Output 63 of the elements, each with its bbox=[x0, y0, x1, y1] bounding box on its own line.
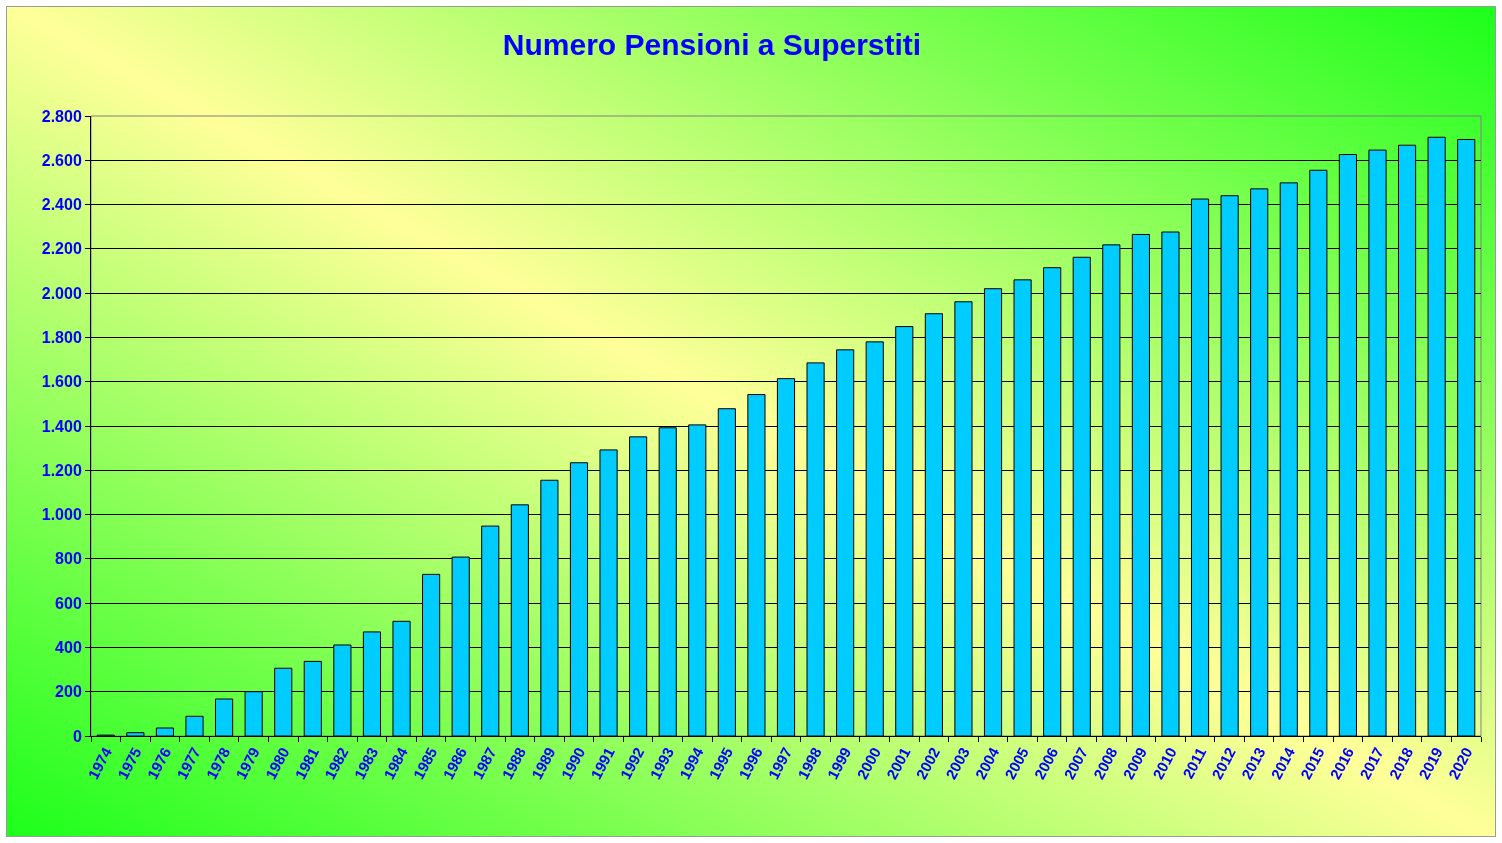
y-tick-label: 1.000 bbox=[41, 506, 82, 524]
x-tick-label: 1984 bbox=[380, 743, 412, 782]
x-tick-label: 1981 bbox=[291, 744, 323, 782]
y-tick-label: 1.200 bbox=[41, 461, 82, 479]
y-tick-label: 2.400 bbox=[41, 196, 82, 214]
x-tick-label: 1976 bbox=[143, 744, 175, 782]
x-tick-label: 2010 bbox=[1149, 744, 1180, 782]
chart-title: Numero Pensioni a Superstiti bbox=[502, 27, 922, 61]
y-tick-label: 1.400 bbox=[41, 417, 82, 435]
x-tick-label: 1998 bbox=[794, 744, 825, 782]
x-tick-label: 1989 bbox=[527, 744, 559, 782]
x-tick-label: 2000 bbox=[853, 744, 884, 782]
x-tick-label: 2020 bbox=[1444, 744, 1476, 782]
x-tick-label: 2015 bbox=[1296, 744, 1328, 782]
x-tick-label: 1999 bbox=[823, 744, 855, 782]
x-tick-label: 1988 bbox=[498, 744, 530, 782]
x-tick-label: 2009 bbox=[1119, 744, 1151, 782]
x-tick-label: 2019 bbox=[1415, 744, 1446, 782]
x-tick-label: 2011 bbox=[1179, 744, 1210, 782]
x-tick-label: 1978 bbox=[202, 744, 234, 782]
x-tick-label: 1983 bbox=[350, 744, 382, 782]
y-tick-label: 400 bbox=[55, 639, 82, 657]
x-tick-label: 1995 bbox=[705, 744, 737, 782]
x-tick-label: 1987 bbox=[468, 744, 500, 782]
x-tick-label: 2003 bbox=[942, 744, 973, 782]
x-tick-label: 2006 bbox=[1030, 744, 1062, 782]
x-tick-label: 1975 bbox=[113, 744, 145, 782]
y-tick-label: 200 bbox=[55, 683, 82, 701]
x-tick-label: 2007 bbox=[1060, 744, 1092, 782]
x-tick-label: 2016 bbox=[1326, 744, 1358, 782]
y-tick-label: 800 bbox=[55, 550, 82, 568]
x-tick-label: 1992 bbox=[616, 744, 648, 782]
y-tick-label: 0 bbox=[72, 727, 82, 745]
x-tick-label: 1993 bbox=[646, 744, 677, 782]
x-tick-label: 1979 bbox=[232, 744, 263, 782]
y-tick-label: 1.800 bbox=[41, 329, 82, 347]
x-tick-label: 2017 bbox=[1356, 744, 1387, 782]
x-tick-label: 2008 bbox=[1089, 744, 1121, 782]
y-tick-label: 2.800 bbox=[41, 107, 82, 125]
y-tick-label: 2.200 bbox=[41, 240, 82, 258]
x-tick-label: 2012 bbox=[1208, 744, 1239, 782]
x-tick-label: 1996 bbox=[735, 744, 766, 782]
x-tick-label: 1977 bbox=[173, 744, 204, 782]
x-tick-label: 1997 bbox=[764, 744, 796, 782]
x-tick-label: 1985 bbox=[409, 744, 441, 782]
y-tick-label: 2.600 bbox=[41, 151, 82, 169]
x-tick-label: 1980 bbox=[261, 744, 293, 782]
x-tick-label: 2001 bbox=[882, 744, 914, 782]
x-tick-label: 2002 bbox=[912, 744, 944, 782]
y-tick-label: 2.000 bbox=[41, 284, 82, 302]
x-tick-label: 1974 bbox=[84, 743, 116, 782]
x-tick-label: 2005 bbox=[1001, 744, 1032, 782]
x-tick-label: 2014 bbox=[1267, 743, 1299, 782]
y-tick-label: 1.600 bbox=[41, 373, 82, 391]
x-tick-label: 1986 bbox=[439, 744, 470, 782]
x-tick-label: 2004 bbox=[971, 743, 1003, 782]
x-tick-label: 1990 bbox=[557, 744, 589, 782]
x-tick-label: 1994 bbox=[675, 743, 707, 782]
x-tick-label: 1982 bbox=[320, 744, 352, 782]
x-tick-label: 2018 bbox=[1385, 744, 1417, 782]
x-tick-label: 1991 bbox=[587, 744, 618, 782]
y-tick-label: 600 bbox=[55, 594, 82, 612]
x-tick-label: 2013 bbox=[1237, 744, 1269, 782]
